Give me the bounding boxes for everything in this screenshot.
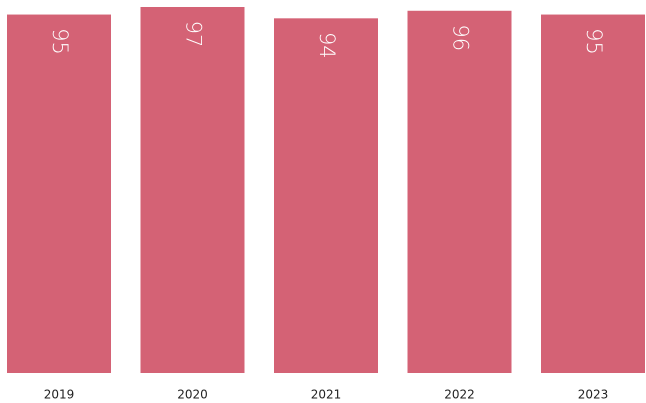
value-label: 95 [48,28,72,55]
x-tick-label: 2019 [44,388,75,402]
bar [7,14,111,374]
value-label: 94 [315,32,339,59]
value-label: 95 [582,28,606,55]
x-tick-label: 2020 [177,388,208,402]
bar [140,7,245,373]
x-tick-label: 2022 [444,388,475,402]
bar [541,14,645,374]
value-label: 97 [182,21,206,48]
bar [407,10,512,374]
value-label: 96 [449,24,473,51]
bar [274,18,378,374]
x-tick-label: 2021 [311,388,342,402]
x-tick-label: 2023 [578,388,609,402]
